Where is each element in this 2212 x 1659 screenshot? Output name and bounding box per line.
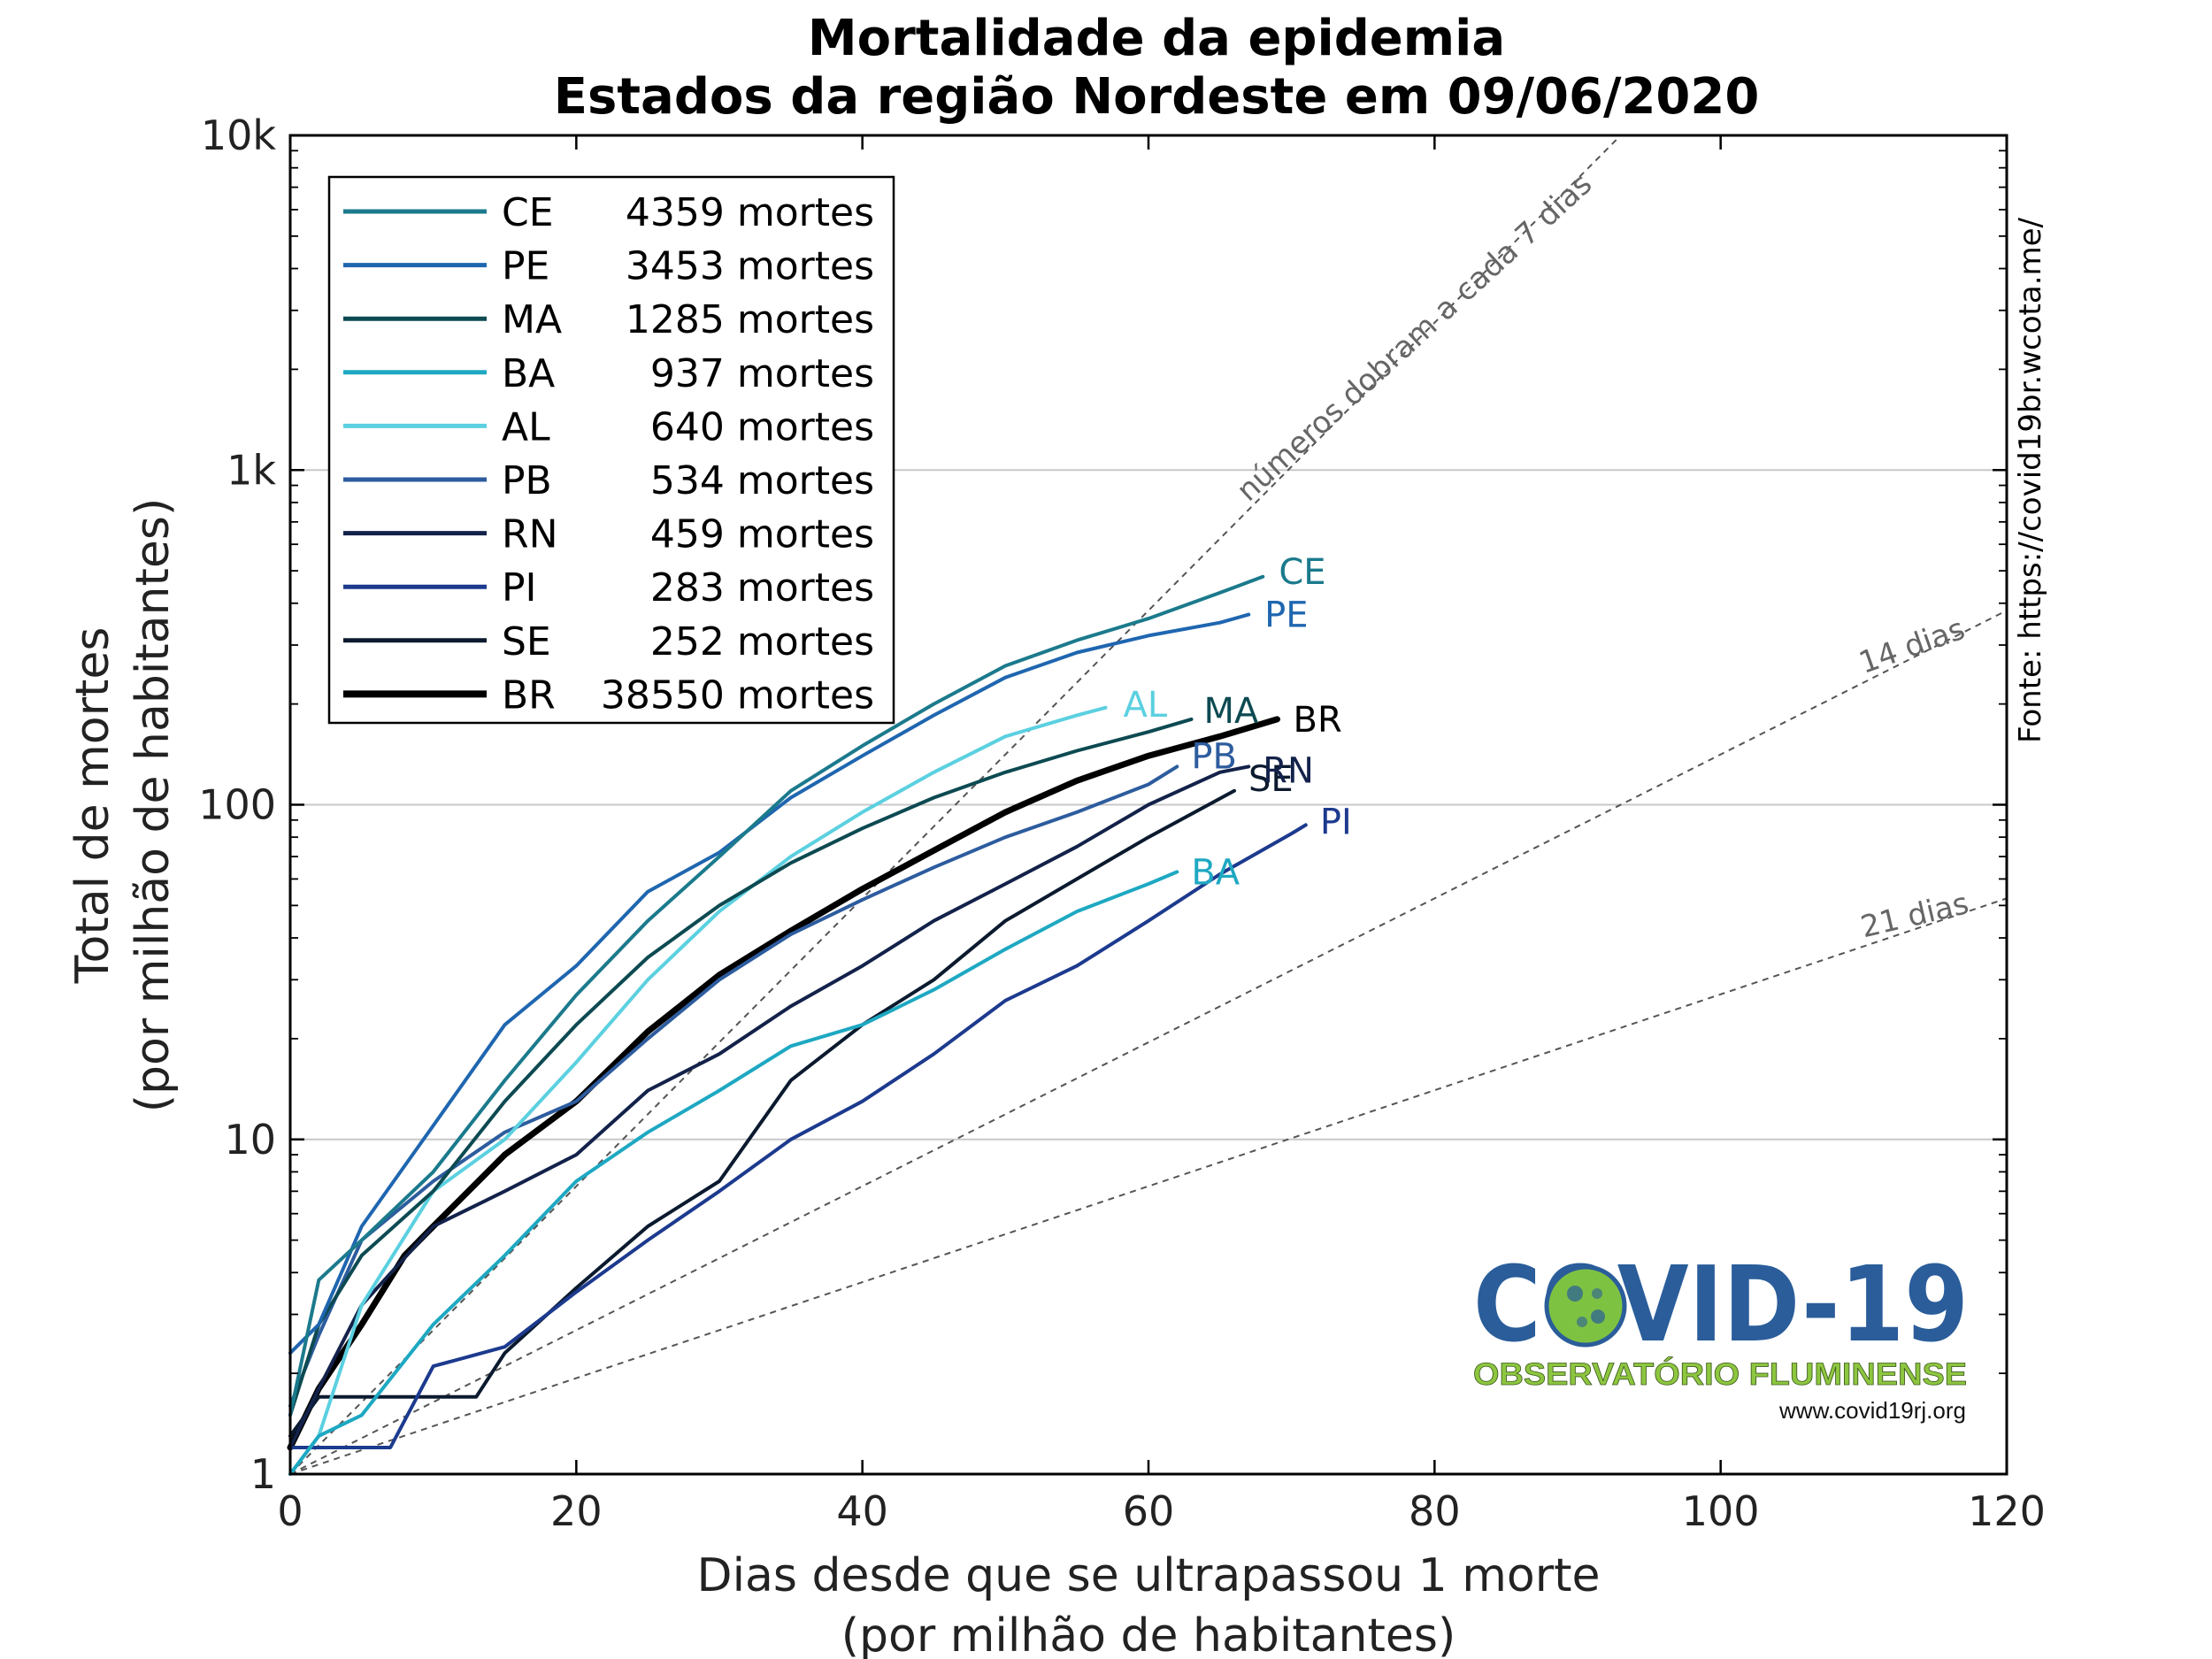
legend-deaths-ce: 4359 mortes bbox=[626, 190, 874, 235]
legend-box bbox=[327, 175, 895, 725]
legend-name-ce: CE bbox=[502, 190, 554, 235]
chart-subtitle: Estados da região Nordeste em 09/06/2020 bbox=[554, 68, 1760, 126]
series-line-rn bbox=[288, 764, 1251, 1449]
legend-deaths-pb: 534 mortes bbox=[650, 458, 874, 503]
y-tick-label: 1 bbox=[250, 1450, 276, 1498]
x-tick-label: 20 bbox=[550, 1487, 603, 1535]
series-lines bbox=[287, 574, 1308, 1476]
x-tick-label: 80 bbox=[1409, 1487, 1461, 1535]
series-line-ce bbox=[288, 574, 1265, 1417]
legend-name-pe: PE bbox=[502, 244, 549, 289]
legend-deaths-br: 38550 mortes bbox=[601, 672, 874, 718]
legend-deaths-al: 640 mortes bbox=[650, 404, 874, 449]
covid19-logo: COVID-19 OBSERVATÓRIO FLUMINENSE www.cov… bbox=[1473, 1243, 1969, 1424]
end-label-rn: RN bbox=[1263, 750, 1314, 791]
x-tick-label: 0 bbox=[277, 1487, 303, 1535]
end-label-pb: PB bbox=[1191, 736, 1237, 777]
y-tick-label: 100 bbox=[198, 781, 276, 829]
x-tick-label: 120 bbox=[1968, 1487, 2046, 1535]
x-tick-label: 40 bbox=[836, 1487, 888, 1535]
x-tick-label: 100 bbox=[1682, 1487, 1760, 1535]
end-label-br: BR bbox=[1294, 700, 1342, 741]
x-axis-label-unit: (por milhão de habitantes) bbox=[841, 1609, 1456, 1659]
logo-subtitle: OBSERVATÓRIO FLUMINENSE bbox=[1473, 1356, 1967, 1392]
legend-name-al: AL bbox=[502, 404, 550, 449]
y-tick-label: 1k bbox=[227, 446, 276, 494]
legend-name-pb: PB bbox=[502, 458, 552, 503]
legend-deaths-rn: 459 mortes bbox=[650, 512, 874, 557]
y-axis-label-unit: (por milhão de habitantes) bbox=[127, 498, 180, 1113]
end-label-se: SE bbox=[1248, 759, 1294, 800]
guide-line bbox=[289, 897, 2008, 1475]
legend-name-ba: BA bbox=[502, 351, 555, 396]
series-line-se bbox=[288, 788, 1236, 1438]
legend-name-br: BR bbox=[502, 672, 556, 718]
legend-name-rn: RN bbox=[502, 512, 558, 557]
series-line-pi bbox=[288, 823, 1308, 1449]
y-tick-label: 10 bbox=[224, 1116, 276, 1164]
legend-name-ma: MA bbox=[502, 297, 562, 342]
y-axis-label: Total de mortes bbox=[66, 627, 119, 985]
end-label-pi: PI bbox=[1320, 802, 1352, 842]
source-label: Fonte: https://covid19br.wcota.me/ bbox=[2013, 217, 2048, 743]
guide-line bbox=[289, 134, 1622, 1475]
end-label-pe: PE bbox=[1264, 595, 1308, 636]
chart-title: Mortalidade da epidemia bbox=[808, 10, 1505, 67]
x-axis-label: Dias desde que se ultrapassou 1 morte bbox=[697, 1549, 1601, 1602]
series-line-ba bbox=[288, 870, 1179, 1476]
end-label-al: AL bbox=[1124, 685, 1168, 726]
legend-deaths-pi: 283 mortes bbox=[650, 565, 874, 611]
series-line-al bbox=[288, 705, 1108, 1476]
legend-name-se: SE bbox=[502, 619, 551, 664]
legend-deaths-pe: 3453 mortes bbox=[626, 244, 874, 289]
legend-deaths-ba: 937 mortes bbox=[650, 351, 874, 396]
virus-icon bbox=[1544, 1264, 1627, 1348]
legend-deaths-ma: 1285 mortes bbox=[626, 297, 874, 342]
y-tick-label: 10k bbox=[201, 111, 277, 159]
end-label-ma: MA bbox=[1204, 691, 1260, 732]
logo-url: www.covid19rj.org bbox=[1778, 1397, 1966, 1424]
series-line-br bbox=[287, 716, 1280, 1451]
legend: CE 4359 mortes PE 3453 mortes MA 1285 mortes B… bbox=[327, 175, 895, 725]
end-label-ce: CE bbox=[1279, 552, 1325, 593]
legend-name-pi: PI bbox=[502, 565, 537, 611]
end-label-ba: BA bbox=[1191, 852, 1240, 893]
legend-deaths-se: 252 mortes bbox=[650, 619, 874, 664]
series-line-pb bbox=[288, 764, 1179, 1408]
guide-line bbox=[289, 610, 2008, 1475]
x-tick-label: 60 bbox=[1123, 1487, 1175, 1535]
series-line-ma bbox=[288, 717, 1194, 1417]
